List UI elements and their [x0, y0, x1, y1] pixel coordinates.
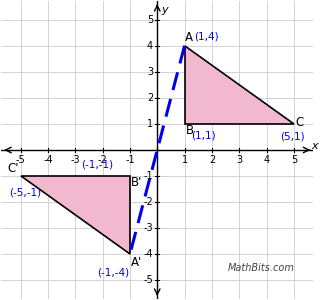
Text: 3: 3 [147, 67, 153, 77]
Text: C': C' [8, 162, 19, 175]
Text: -2: -2 [143, 197, 153, 207]
Text: 4: 4 [147, 41, 153, 51]
Text: (-1,-4): (-1,-4) [97, 267, 130, 277]
Text: 4: 4 [264, 155, 270, 165]
Text: -2: -2 [98, 155, 108, 165]
Polygon shape [20, 176, 130, 254]
Text: 1: 1 [181, 155, 188, 165]
Text: (1,1): (1,1) [191, 130, 216, 140]
Text: (5,1): (5,1) [280, 132, 305, 142]
Text: B: B [186, 124, 194, 137]
Text: -1: -1 [125, 155, 135, 165]
Text: 3: 3 [236, 155, 242, 165]
Text: A: A [185, 32, 193, 44]
Text: -3: -3 [143, 223, 153, 233]
Text: 2: 2 [209, 155, 215, 165]
Text: -4: -4 [143, 249, 153, 259]
Text: -5: -5 [16, 155, 25, 165]
Text: 5: 5 [291, 155, 297, 165]
Polygon shape [185, 46, 294, 124]
Text: (-5,-1): (-5,-1) [10, 188, 42, 198]
Text: -5: -5 [143, 275, 153, 285]
Text: y: y [161, 5, 168, 15]
Text: x: x [312, 141, 318, 151]
Text: (1,4): (1,4) [194, 32, 219, 42]
Text: -3: -3 [70, 155, 80, 165]
Text: 2: 2 [147, 93, 153, 103]
Text: 5: 5 [147, 15, 153, 25]
Text: B': B' [131, 176, 143, 189]
Text: MathBits.com: MathBits.com [228, 262, 295, 272]
Text: (-1,-1): (-1,-1) [81, 160, 113, 170]
Text: -1: -1 [143, 171, 153, 181]
Text: 1: 1 [147, 119, 153, 129]
Text: -4: -4 [43, 155, 53, 165]
Text: C: C [295, 116, 304, 129]
Text: A': A' [131, 256, 142, 268]
